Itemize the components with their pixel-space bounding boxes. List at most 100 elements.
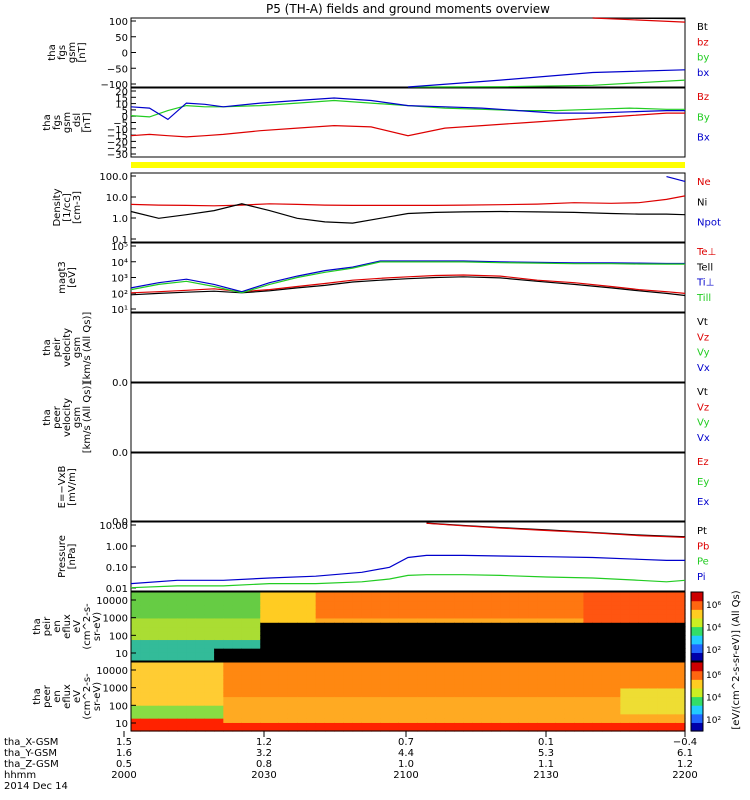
spectrogram-cell xyxy=(583,692,594,698)
spectrogram-cell xyxy=(278,679,289,685)
colorbar-cell xyxy=(691,684,703,687)
spectrogram-cell xyxy=(574,726,585,732)
spectrogram-cell xyxy=(555,705,566,711)
spectrogram-cell xyxy=(601,687,612,693)
spectrogram-cell xyxy=(140,683,151,689)
spectrogram-cell xyxy=(528,600,538,606)
series-line-Te⊥ xyxy=(130,274,686,294)
spectrogram-cell xyxy=(426,705,437,711)
spectrogram-cell xyxy=(352,709,363,715)
spectrogram-cell xyxy=(371,713,381,719)
spectrogram-cell xyxy=(287,626,298,632)
spectrogram-cell xyxy=(361,592,372,597)
spectrogram-cell xyxy=(555,639,566,645)
spectrogram-cell xyxy=(463,713,474,719)
spectrogram-cell xyxy=(546,604,557,610)
colorbar-cell xyxy=(691,699,703,703)
spectrogram-cell xyxy=(186,630,197,636)
spectrogram-cell xyxy=(620,617,631,623)
spectrogram-cell xyxy=(352,604,363,610)
spectrogram-cell xyxy=(297,679,308,685)
spectrogram-cell xyxy=(491,609,501,615)
spectrogram-cell xyxy=(260,679,271,685)
colorbar-cell xyxy=(691,616,703,619)
spectrogram-cell xyxy=(611,592,621,597)
spectrogram-cell xyxy=(214,643,224,649)
spectrogram-cell xyxy=(232,596,243,602)
spectrogram-cell xyxy=(334,713,344,719)
colorbar-cell xyxy=(691,705,703,708)
spectrogram-cell xyxy=(408,592,418,597)
spectrogram-cell xyxy=(278,709,289,715)
spectrogram-cell xyxy=(158,635,169,641)
spectrogram-cell xyxy=(463,683,474,689)
spectrogram-cell xyxy=(472,726,483,732)
spectrogram-cell xyxy=(546,718,557,723)
spectrogram-cell xyxy=(131,709,141,715)
spectrogram-cell xyxy=(509,656,520,662)
spectrogram-cell xyxy=(546,674,557,680)
spectrogram-cell xyxy=(546,596,557,602)
spectrogram-cell xyxy=(306,609,317,615)
spectrogram-cell xyxy=(601,635,612,641)
spectrogram-cell xyxy=(638,670,649,676)
spectrogram-cell xyxy=(518,613,529,619)
spectrogram-cell xyxy=(408,683,418,689)
spectrogram-cell xyxy=(638,643,649,649)
spectrogram-cell xyxy=(195,692,206,698)
spectrogram-cell xyxy=(334,722,344,728)
spectrogram-cell xyxy=(435,705,446,711)
x-tick-label: 1.1 xyxy=(538,759,554,770)
spectrogram-cell xyxy=(509,696,520,702)
spectrogram-cell xyxy=(380,683,391,689)
spectrogram-cell xyxy=(675,713,686,719)
spectrogram-cell xyxy=(592,592,603,597)
spectrogram-cell xyxy=(444,609,455,615)
spectrogram-cell xyxy=(352,656,363,662)
spectrogram-cell xyxy=(324,662,335,667)
spectrogram-cell xyxy=(352,670,363,676)
spectrogram-cell xyxy=(611,722,621,728)
spectrogram-cell xyxy=(149,613,160,619)
colorbar-cell xyxy=(691,655,703,659)
spectrogram-cell xyxy=(463,705,474,711)
spectrogram-cell xyxy=(666,609,677,615)
spectrogram-cell xyxy=(177,705,187,711)
colorbar-tick: 10⁴ xyxy=(706,694,721,704)
spectrogram-cell xyxy=(131,705,141,711)
colorbar-cell xyxy=(691,607,703,610)
colorbar-cell xyxy=(691,722,703,725)
spectrogram-cell xyxy=(583,635,594,641)
spectrogram-cell xyxy=(352,713,363,719)
spectrogram-cell xyxy=(454,713,464,719)
spectrogram-cell xyxy=(241,709,252,715)
spectrogram-cell xyxy=(546,617,557,623)
spectrogram-cell xyxy=(306,722,317,728)
spectrogram-cell xyxy=(537,700,548,706)
spectrogram-cell xyxy=(546,662,557,667)
colorbar-cell xyxy=(691,647,703,650)
spectrogram-cell xyxy=(417,705,428,711)
spectrogram-cell xyxy=(223,683,234,689)
spectrogram-cell xyxy=(131,656,141,662)
spectrogram-cell xyxy=(463,617,474,623)
spectrogram-cell xyxy=(371,635,381,641)
y-axis-label: (cm^2-s- xyxy=(82,673,93,720)
spectrogram-cell xyxy=(149,592,160,597)
legend-item: Ez xyxy=(697,457,709,468)
spectrogram-cell xyxy=(583,648,594,653)
colorbar-tick: 10⁴ xyxy=(706,624,721,634)
spectrogram-cell xyxy=(223,666,234,672)
spectrogram-cell xyxy=(186,692,197,698)
spectrogram-cell xyxy=(426,630,437,636)
spectrogram-cell xyxy=(167,609,178,615)
spectrogram-cell xyxy=(158,692,169,698)
spectrogram-cell xyxy=(334,726,344,732)
colorbar-cell xyxy=(691,612,703,616)
spectrogram-cell xyxy=(620,683,631,689)
spectrogram-cell xyxy=(555,643,566,649)
colorbar-cell xyxy=(691,717,703,720)
spectrogram-cell xyxy=(297,662,308,667)
spectrogram-cell xyxy=(371,662,381,667)
